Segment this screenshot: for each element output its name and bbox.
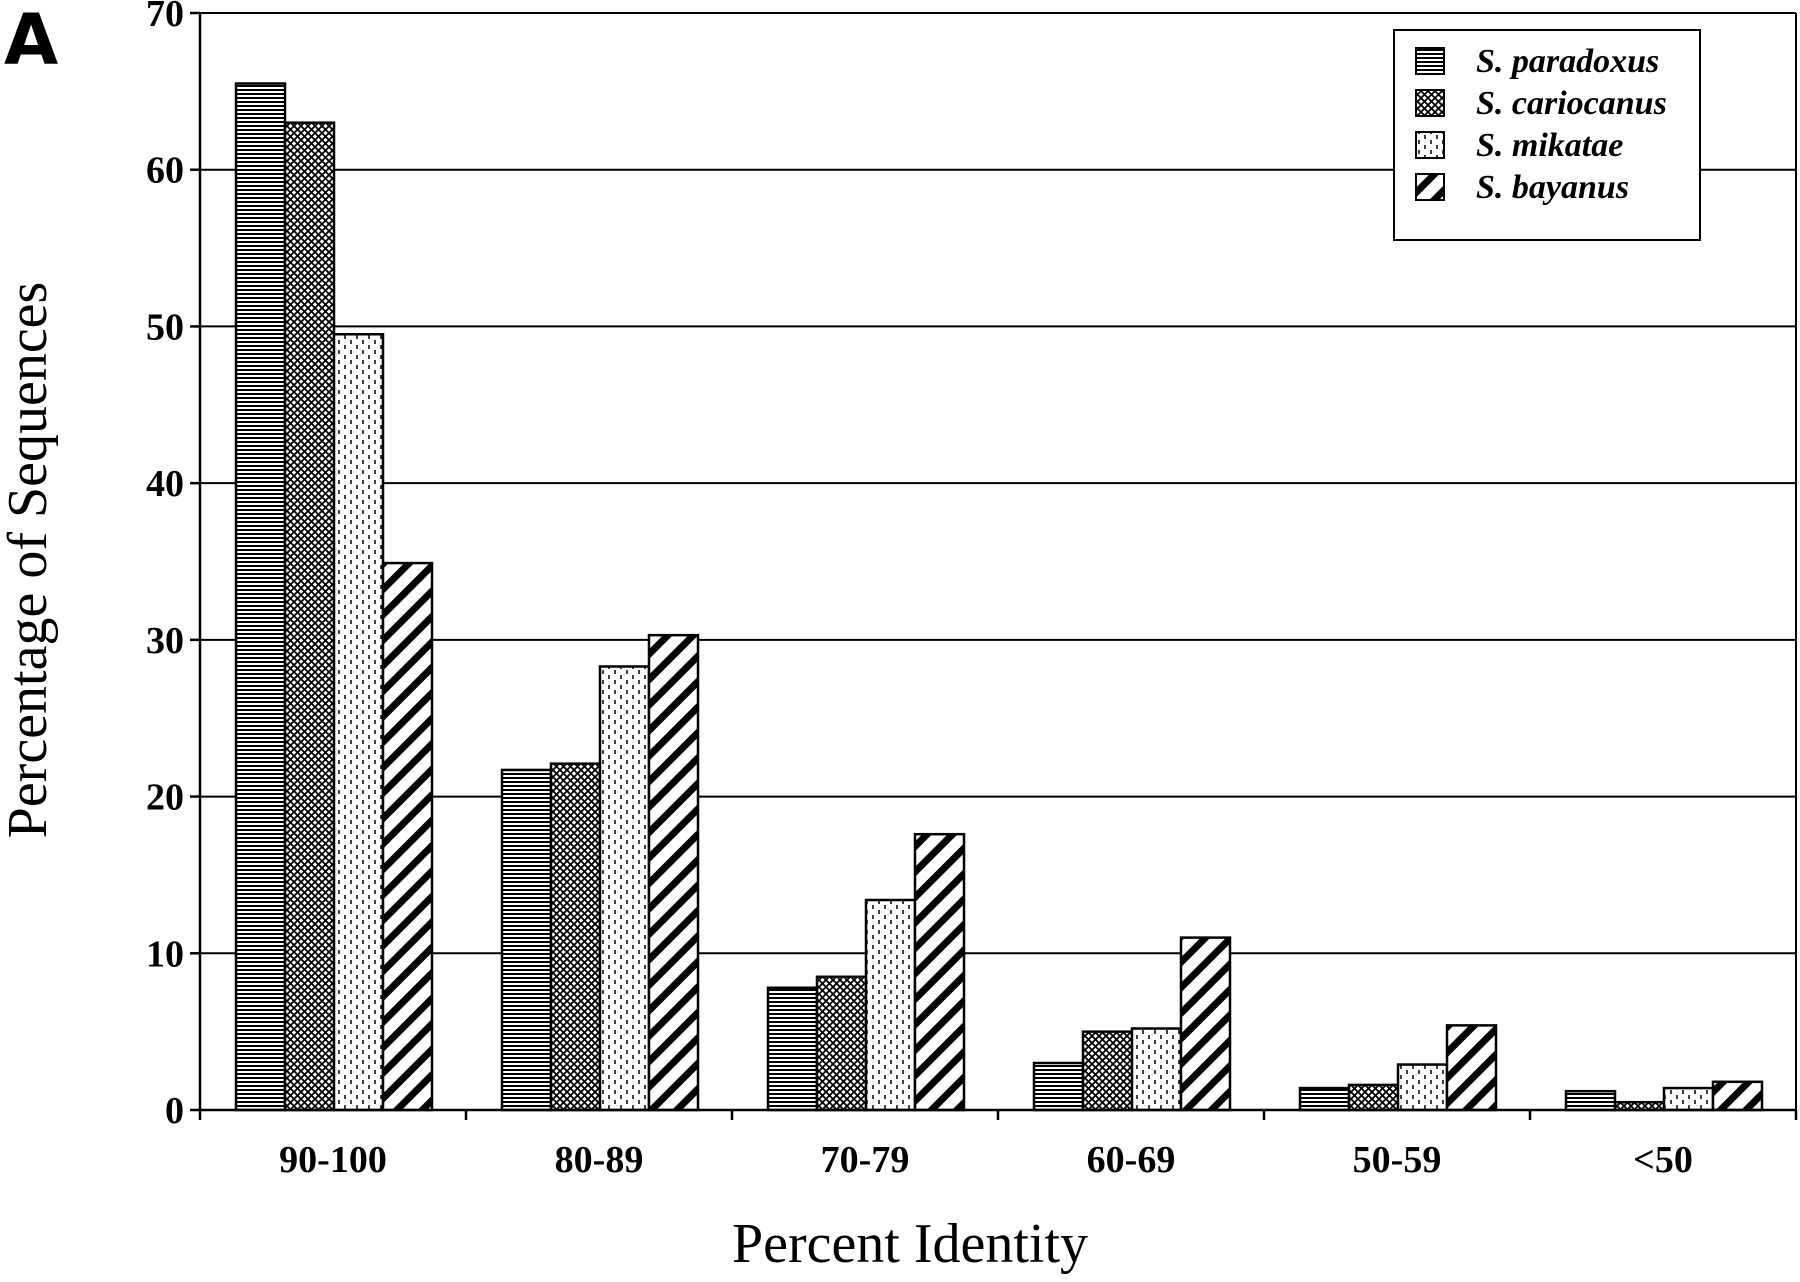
x-tick-label: 70-79 <box>821 1139 910 1181</box>
bar <box>1711 1080 1764 1112</box>
bar <box>864 898 917 1112</box>
y-tick-label: 50 <box>146 306 184 348</box>
y-tick-label: 0 <box>165 1090 184 1132</box>
x-axis-title: Percent Identity <box>732 1213 1088 1275</box>
bar <box>549 762 602 1112</box>
bar <box>381 561 434 1112</box>
bar <box>1347 1083 1400 1112</box>
legend-swatch <box>1415 47 1445 75</box>
legend-swatch <box>1415 173 1445 201</box>
bar <box>234 82 287 1112</box>
legend-label: S. cariocanus <box>1476 85 1667 122</box>
legend-swatch <box>1415 89 1445 117</box>
bars <box>234 82 1764 1112</box>
bar <box>913 832 966 1112</box>
x-tick-label: 60-69 <box>1087 1139 1176 1181</box>
bar <box>1298 1086 1351 1112</box>
x-ticks: 90-100 80-89 70-79 60-69 50-59 <50 <box>198 1110 1798 1181</box>
y-tick-label: 70 <box>146 0 184 35</box>
bar <box>1081 1030 1134 1112</box>
bar <box>1564 1089 1617 1112</box>
x-tick-label: 50-59 <box>1353 1139 1442 1181</box>
bar <box>647 633 700 1112</box>
legend-label: S. bayanus <box>1476 169 1629 206</box>
y-ticks: 0 10 20 30 40 50 60 70 <box>146 0 200 1132</box>
bar <box>500 768 553 1112</box>
y-tick-label: 20 <box>146 777 184 819</box>
legend-label: S. mikatae <box>1476 127 1623 164</box>
x-tick-label: 80-89 <box>555 1139 644 1181</box>
bar <box>332 333 385 1112</box>
x-tick-label: 90-100 <box>279 1139 387 1181</box>
bar <box>1179 936 1232 1112</box>
bar <box>1032 1061 1085 1112</box>
panel-label: A <box>4 0 58 81</box>
bar <box>815 975 868 1112</box>
y-axis-title: Percentage of Sequences <box>0 282 59 839</box>
gridlines <box>200 168 1796 955</box>
y-tick-label: 10 <box>146 933 184 975</box>
bar <box>1445 1024 1498 1112</box>
legend-swatch <box>1415 131 1445 159</box>
y-tick-label: 30 <box>146 620 184 662</box>
x-tick-label: <50 <box>1633 1139 1693 1181</box>
bar <box>283 121 336 1112</box>
bar <box>766 986 819 1112</box>
legend: S. paradoxus S. cariocanus S. mikatae S. ba… <box>1393 29 1701 241</box>
bar <box>1662 1086 1715 1112</box>
y-tick-label: 60 <box>146 150 184 192</box>
bar <box>1396 1063 1449 1112</box>
bar <box>598 665 651 1112</box>
bar <box>1130 1027 1183 1112</box>
y-tick-label: 40 <box>146 463 184 505</box>
legend-label: S. paradoxus <box>1476 43 1659 80</box>
